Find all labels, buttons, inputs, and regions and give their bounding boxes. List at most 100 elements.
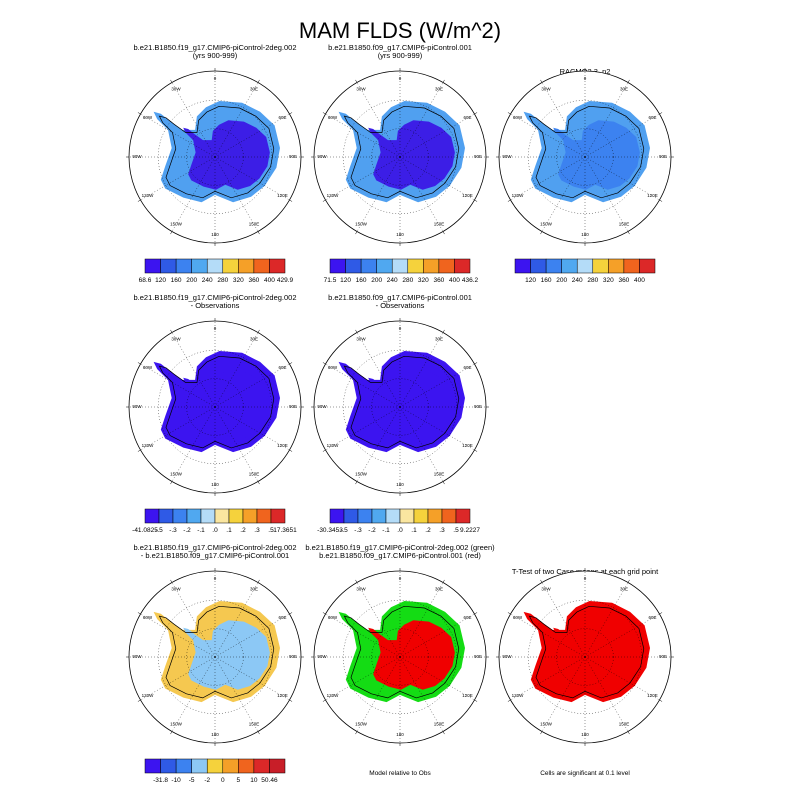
meridian bbox=[399, 82, 444, 158]
colorbar-box bbox=[144, 758, 161, 774]
colorbar-label: -.1 bbox=[382, 527, 390, 534]
colorbar-box bbox=[269, 258, 286, 274]
longitude-label: 150E bbox=[619, 722, 630, 727]
border-tick bbox=[289, 699, 293, 702]
longitude-label: 90E bbox=[659, 154, 667, 159]
longitude-label: 60W bbox=[143, 615, 153, 620]
border-tick bbox=[507, 699, 511, 702]
latitude-ring bbox=[556, 128, 614, 186]
meridian bbox=[171, 332, 216, 408]
colorbar-box bbox=[455, 508, 471, 524]
map-panel: b.e21.B1850.f09_g17.CMIP6-piControl.001(… bbox=[311, 43, 489, 284]
meridian bbox=[584, 156, 629, 232]
border-tick bbox=[322, 112, 326, 115]
colorbar-label: 10 bbox=[250, 777, 258, 784]
longitude-label: 120E bbox=[462, 693, 473, 698]
colorbar-box bbox=[228, 508, 244, 524]
longitude-label: 0 bbox=[584, 576, 587, 581]
colorbar-box bbox=[371, 508, 387, 524]
land-inner bbox=[368, 120, 455, 190]
border-tick bbox=[322, 699, 326, 702]
longitude-label: 150W bbox=[540, 722, 553, 727]
meridian bbox=[399, 406, 475, 451]
meridian bbox=[140, 156, 216, 201]
panel-title: b.e21.B1850.f09_g17.CMIP6-piControl.001 bbox=[328, 43, 472, 52]
longitude-label: 90E bbox=[289, 154, 297, 159]
border-tick bbox=[137, 112, 141, 115]
colorbar-box bbox=[270, 508, 286, 524]
colorbar-label: -.3 bbox=[169, 527, 177, 534]
colorbar-box bbox=[530, 258, 547, 274]
border-tick bbox=[474, 199, 478, 202]
border-tick bbox=[289, 612, 293, 615]
colorbar-box bbox=[592, 258, 609, 274]
map-border bbox=[128, 320, 302, 494]
panel-title: - Observations bbox=[191, 301, 240, 310]
border-tick bbox=[474, 112, 478, 115]
colorbar-box bbox=[238, 258, 255, 274]
colorbar-label: .3 bbox=[254, 527, 260, 534]
colorbar-box bbox=[144, 508, 160, 524]
colorbar-box bbox=[206, 258, 224, 274]
meridian bbox=[541, 156, 586, 232]
colorbar-box bbox=[186, 508, 202, 524]
colorbar-label: 240 bbox=[572, 277, 583, 284]
map-border bbox=[313, 570, 487, 744]
colorbar-label: 240 bbox=[202, 277, 213, 284]
border-tick bbox=[322, 199, 326, 202]
border-tick bbox=[442, 481, 445, 485]
colorbar-box bbox=[238, 758, 255, 774]
map-border bbox=[128, 70, 302, 244]
colorbar-label: 71.5 bbox=[324, 277, 337, 284]
colorbar-label: 5 bbox=[237, 777, 241, 784]
colorbar-box bbox=[158, 508, 174, 524]
border-tick bbox=[659, 112, 663, 115]
border-tick bbox=[137, 362, 141, 365]
coastline bbox=[528, 605, 645, 699]
longitude-label: 0 bbox=[584, 76, 587, 81]
colorbar-label: -.2 bbox=[183, 527, 191, 534]
map-border bbox=[128, 570, 302, 744]
colorbar-label: 9.2227 bbox=[460, 527, 480, 534]
colorbar-box bbox=[343, 508, 359, 524]
land-inner bbox=[183, 370, 270, 440]
colorbar-box bbox=[329, 258, 346, 274]
coastline bbox=[158, 355, 275, 449]
figure-title: MAM FLDS (W/m^2) bbox=[299, 18, 501, 43]
panel-title: - b.e21.B1850.f09_g17.CMIP6-piControl.00… bbox=[141, 551, 289, 560]
longitude-label: 90W bbox=[317, 404, 327, 409]
longitude-label: 90E bbox=[474, 654, 482, 659]
colorbar-box bbox=[360, 258, 377, 274]
colorbar-box bbox=[200, 508, 216, 524]
colorbar-box bbox=[206, 758, 224, 774]
meridian bbox=[214, 363, 290, 408]
meridian bbox=[140, 656, 216, 701]
colorbar-label: 280 bbox=[587, 277, 598, 284]
meridian bbox=[214, 156, 259, 232]
colorbar-box bbox=[191, 758, 208, 774]
border-tick bbox=[289, 199, 293, 202]
meridian bbox=[510, 156, 586, 201]
border-tick bbox=[289, 112, 293, 115]
longitude-label: 180 bbox=[396, 232, 404, 237]
border-tick bbox=[442, 579, 445, 583]
border-tick bbox=[627, 731, 630, 735]
colorbar-label: .1 bbox=[411, 527, 417, 534]
border-tick bbox=[170, 481, 173, 485]
longitude-label: 60E bbox=[649, 115, 657, 120]
border-tick bbox=[442, 329, 445, 333]
border-tick bbox=[257, 579, 260, 583]
meridian bbox=[214, 406, 290, 451]
longitude-label: 180 bbox=[581, 732, 589, 737]
longitude-label: 30W bbox=[356, 587, 366, 592]
colorbar-label: .0 bbox=[212, 527, 218, 534]
longitude-label: 180 bbox=[396, 732, 404, 737]
colorbar-box bbox=[623, 258, 640, 274]
colorbar-box bbox=[545, 258, 562, 274]
longitude-label: 30W bbox=[356, 87, 366, 92]
colorbar-box bbox=[160, 758, 177, 774]
colorbar-label: 200 bbox=[186, 277, 197, 284]
colorbar-label: 160 bbox=[541, 277, 552, 284]
longitude-label: 30W bbox=[171, 87, 181, 92]
colorbar-label: -5 bbox=[189, 777, 195, 784]
